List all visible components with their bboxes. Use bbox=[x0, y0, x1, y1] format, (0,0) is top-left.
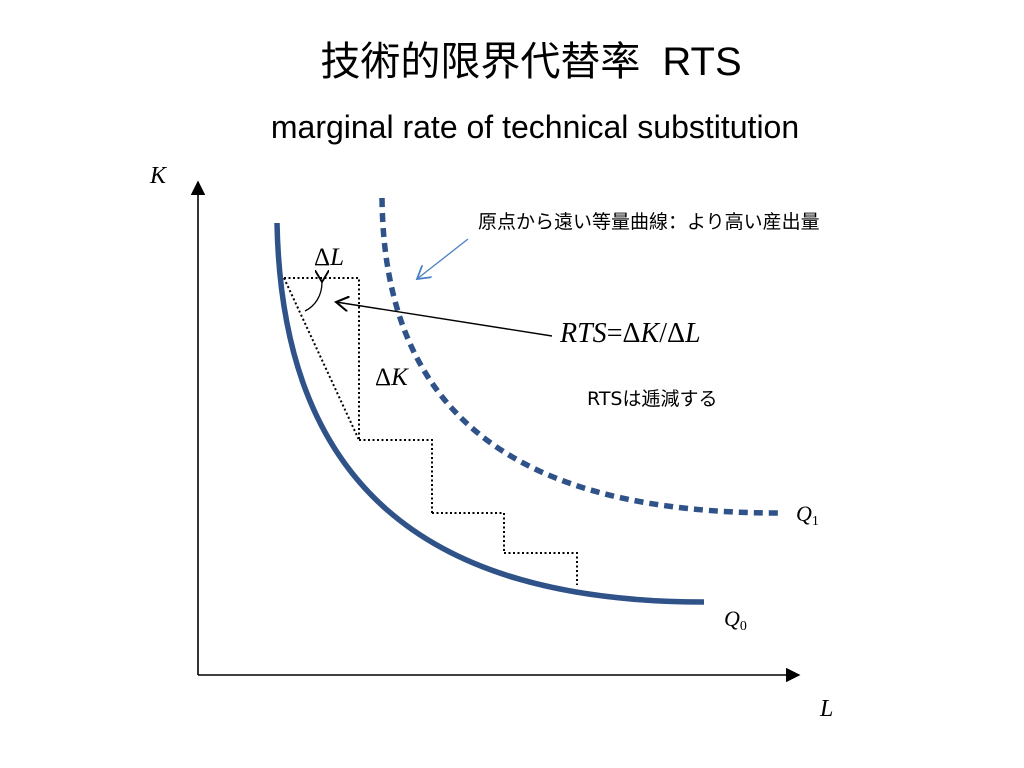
step-2 bbox=[359, 439, 433, 513]
rts-delta-l-sym: Δ bbox=[667, 318, 685, 349]
y-axis-label: K bbox=[149, 163, 168, 189]
delta-l-variable: L bbox=[329, 244, 344, 271]
slide-title: 技術的限界代替率 RTS bbox=[320, 39, 741, 85]
secant-line bbox=[283, 277, 360, 441]
q1-label: Q1 bbox=[796, 501, 819, 529]
q1-subscript: 1 bbox=[812, 514, 819, 529]
rts-slash: / bbox=[659, 318, 667, 349]
q1-callout-arrow bbox=[417, 238, 469, 279]
isoquant-q0 bbox=[274, 222, 705, 605]
rts-pointer-arrow bbox=[336, 302, 553, 337]
title-japanese: 技術的限界代替率 bbox=[320, 39, 640, 85]
delta-k-variable: K bbox=[390, 364, 409, 391]
q1-letter: Q bbox=[796, 501, 812, 526]
rts-equals: = bbox=[607, 318, 623, 349]
rts-delta-k-var: K bbox=[640, 318, 661, 349]
q0-label: Q0 bbox=[724, 606, 747, 634]
delta-symbol: Δ bbox=[375, 364, 391, 391]
rts-delta-l-var: L bbox=[684, 318, 701, 349]
title-abbreviation: RTS bbox=[662, 40, 741, 84]
delta-symbol: Δ bbox=[314, 244, 330, 271]
q0-subscript: 0 bbox=[740, 619, 747, 634]
outer-curve-note: 原点から遠い等量曲線：より高い産出量 bbox=[478, 211, 820, 233]
q0-letter: Q bbox=[724, 606, 740, 631]
rts-lhs: RTS bbox=[559, 318, 607, 349]
rts-delta-k-sym: Δ bbox=[622, 318, 640, 349]
diminishing-rts-note: RTSは逓減する bbox=[587, 388, 718, 410]
x-axis-label: L bbox=[819, 696, 833, 722]
delta-l-label: ΔL bbox=[314, 244, 344, 271]
step-lines bbox=[283, 277, 578, 585]
angle-arc bbox=[304, 282, 322, 312]
delta-k-label: ΔK bbox=[375, 364, 409, 391]
isoquant-q1 bbox=[379, 197, 780, 516]
step-3 bbox=[432, 512, 505, 553]
slide-subtitle: marginal rate of technical substitution bbox=[271, 109, 799, 145]
step-4 bbox=[504, 552, 578, 585]
rts-formula: RTS=ΔK/ΔL bbox=[559, 318, 701, 349]
